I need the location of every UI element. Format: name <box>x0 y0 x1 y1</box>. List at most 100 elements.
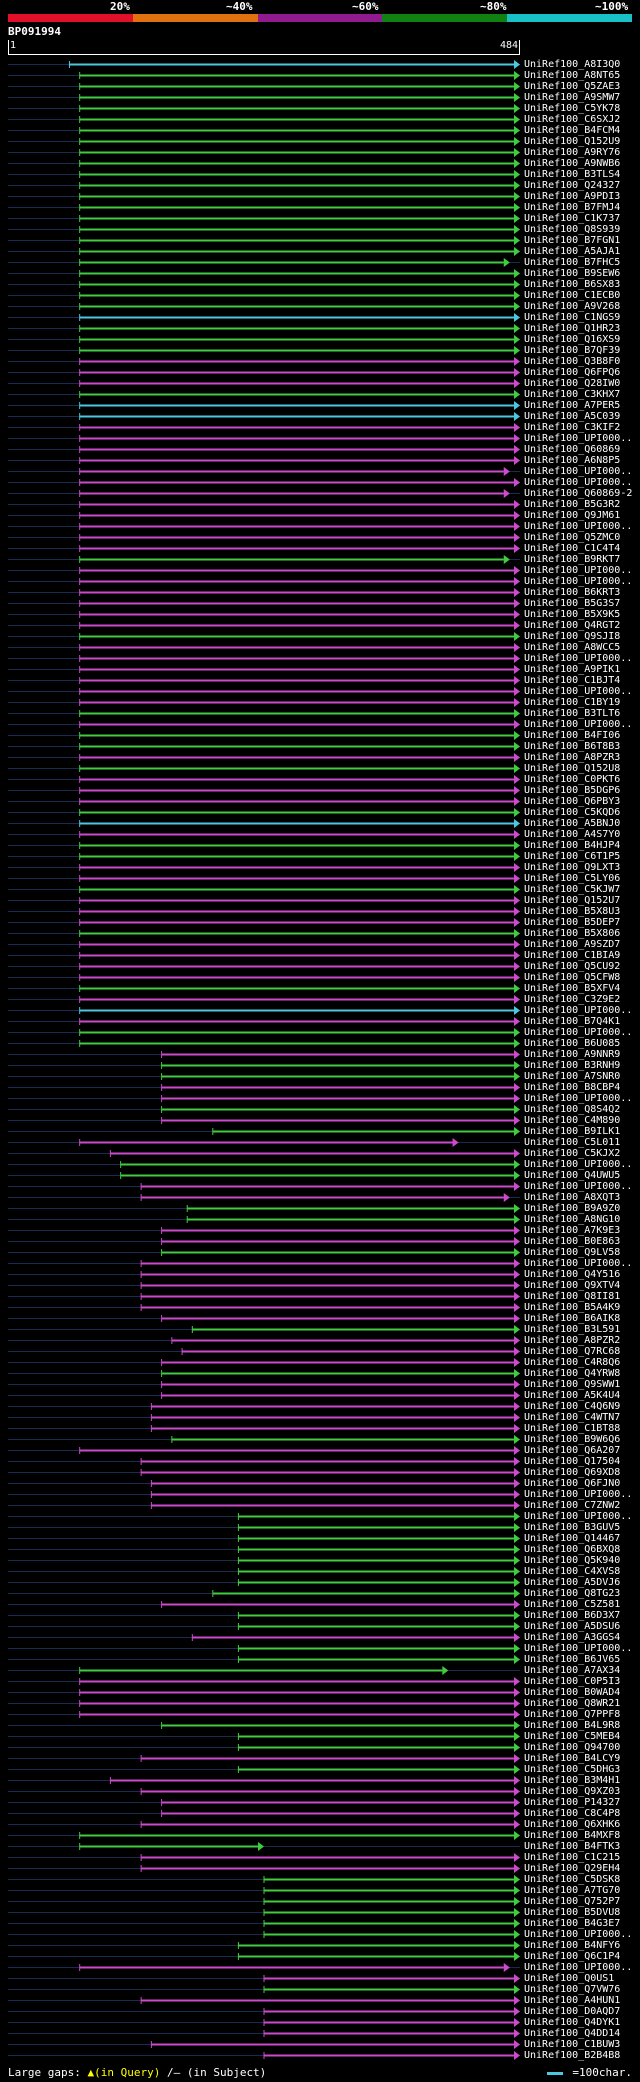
hit-row[interactable]: UniRef100_A8I3Q0 <box>0 59 640 70</box>
hit-row[interactable]: UniRef100_Q752P7 <box>0 1896 640 1907</box>
hit-accession[interactable]: UniRef100_A8PZR2 <box>524 1335 621 1346</box>
hit-accession[interactable]: UniRef100_B5X806 <box>524 928 621 939</box>
hit-accession[interactable]: UniRef100_A5K4U4 <box>524 1390 621 1401</box>
hit-row[interactable]: UniRef100_UPI000.. <box>0 433 640 444</box>
hit-row[interactable]: UniRef100_C3KIF2 <box>0 422 640 433</box>
hit-accession[interactable]: UniRef100_Q8WR21 <box>524 1698 621 1709</box>
hit-accession[interactable]: UniRef100_UPI000.. <box>524 1093 633 1104</box>
hit-accession[interactable]: UniRef100_B3TLS4 <box>524 169 621 180</box>
hit-row[interactable]: UniRef100_UPI000.. <box>0 477 640 488</box>
hit-row[interactable]: UniRef100_Q152U9 <box>0 136 640 147</box>
hit-accession[interactable]: UniRef100_UPI000.. <box>524 1643 633 1654</box>
hit-accession[interactable]: UniRef100_C4XVS8 <box>524 1566 621 1577</box>
hit-row[interactable]: UniRef100_B6KRT3 <box>0 587 640 598</box>
hit-accession[interactable]: UniRef100_A5DVJ6 <box>524 1577 621 1588</box>
hit-accession[interactable]: UniRef100_C1ECB0 <box>524 290 621 301</box>
hit-accession[interactable]: UniRef100_C1BT88 <box>524 1423 621 1434</box>
hit-row[interactable]: UniRef100_Q17504 <box>0 1456 640 1467</box>
hit-accession[interactable]: UniRef100_C1BY19 <box>524 697 621 708</box>
hit-accession[interactable]: UniRef100_B4FCM4 <box>524 125 621 136</box>
hit-row[interactable]: UniRef100_B6T8B3 <box>0 741 640 752</box>
hit-accession[interactable]: UniRef100_B9A9Z0 <box>524 1203 621 1214</box>
hit-accession[interactable]: UniRef100_Q24327 <box>524 180 621 191</box>
hit-accession[interactable]: UniRef100_Q6XHK6 <box>524 1819 621 1830</box>
hit-row[interactable]: UniRef100_UPI000.. <box>0 1643 640 1654</box>
hit-row[interactable]: UniRef100_C6SXJ2 <box>0 114 640 125</box>
hit-row[interactable]: UniRef100_Q4YRW8 <box>0 1368 640 1379</box>
hit-accession[interactable]: UniRef100_C4Q6N9 <box>524 1401 621 1412</box>
hit-accession[interactable]: UniRef100_Q14467 <box>524 1533 621 1544</box>
hit-row[interactable]: UniRef100_C1NGS9 <box>0 312 640 323</box>
hit-row[interactable]: UniRef100_C5YK78 <box>0 103 640 114</box>
hit-row[interactable]: UniRef100_Q8S4Q2 <box>0 1104 640 1115</box>
hit-accession[interactable]: UniRef100_B5A4K9 <box>524 1302 621 1313</box>
hit-row[interactable]: UniRef100_B9W6Q6 <box>0 1434 640 1445</box>
hit-accession[interactable]: UniRef100_B4LCY9 <box>524 1753 621 1764</box>
hit-row[interactable]: UniRef100_UPI000.. <box>0 1093 640 1104</box>
hit-row[interactable]: UniRef100_A8NG10 <box>0 1214 640 1225</box>
hit-accession[interactable]: UniRef100_UPI000.. <box>524 686 633 697</box>
hit-accession[interactable]: UniRef100_B7QF39 <box>524 345 621 356</box>
hit-row[interactable]: UniRef100_UPI000.. <box>0 1181 640 1192</box>
hit-accession[interactable]: UniRef100_A7PER5 <box>524 400 621 411</box>
hit-row[interactable]: UniRef100_C4XVS8 <box>0 1566 640 1577</box>
hit-accession[interactable]: UniRef100_B5DEP7 <box>524 917 621 928</box>
hit-row[interactable]: UniRef100_Q5K940 <box>0 1555 640 1566</box>
hit-row[interactable]: UniRef100_A8XQT3 <box>0 1192 640 1203</box>
hit-row[interactable]: UniRef100_Q6PBY3 <box>0 796 640 807</box>
hit-accession[interactable]: UniRef100_A9PIK1 <box>524 664 621 675</box>
hit-accession[interactable]: UniRef100_A8I3Q0 <box>524 59 621 70</box>
hit-row[interactable]: UniRef100_B7Q4K1 <box>0 1016 640 1027</box>
hit-accession[interactable]: UniRef100_UPI000.. <box>524 1027 633 1038</box>
hit-accession[interactable]: UniRef100_Q28IW0 <box>524 378 621 389</box>
hit-row[interactable]: UniRef100_Q0US1 <box>0 1973 640 1984</box>
hit-row[interactable]: UniRef100_C5LY06 <box>0 873 640 884</box>
hit-accession[interactable]: UniRef100_UPI000.. <box>524 1258 633 1269</box>
hit-accession[interactable]: UniRef100_Q17504 <box>524 1456 621 1467</box>
hit-accession[interactable]: UniRef100_Q60869-2 <box>524 488 633 499</box>
hit-row[interactable]: UniRef100_Q8II81 <box>0 1291 640 1302</box>
hit-row[interactable]: UniRef100_A7SNR0 <box>0 1071 640 1082</box>
hit-accession[interactable]: UniRef100_C1BUW3 <box>524 2039 621 2050</box>
hit-row[interactable]: UniRef100_C4Q6N9 <box>0 1401 640 1412</box>
hit-accession[interactable]: UniRef100_B4MXF8 <box>524 1830 621 1841</box>
hit-row[interactable]: UniRef100_C1BY19 <box>0 697 640 708</box>
hit-row[interactable]: UniRef100_B4FCM4 <box>0 125 640 136</box>
hit-accession[interactable]: UniRef100_Q4UWU5 <box>524 1170 621 1181</box>
hit-row[interactable]: UniRef100_B3L591 <box>0 1324 640 1335</box>
hit-accession[interactable]: UniRef100_A4S7Y0 <box>524 829 621 840</box>
hit-accession[interactable]: UniRef100_C5DHG3 <box>524 1764 621 1775</box>
hit-row[interactable]: UniRef100_Q6BXQ8 <box>0 1544 640 1555</box>
hit-row[interactable]: UniRef100_B5X9K5 <box>0 609 640 620</box>
hit-row[interactable]: UniRef100_B3RNH9 <box>0 1060 640 1071</box>
hit-row[interactable]: UniRef100_UPI000.. <box>0 1489 640 1500</box>
hit-accession[interactable]: UniRef100_B6KRT3 <box>524 587 621 598</box>
hit-row[interactable]: UniRef100_B9RKT7 <box>0 554 640 565</box>
hit-row[interactable]: UniRef100_B6JV65 <box>0 1654 640 1665</box>
hit-row[interactable]: UniRef100_C1C215 <box>0 1852 640 1863</box>
hit-row[interactable]: UniRef100_C1ECB0 <box>0 290 640 301</box>
hit-accession[interactable]: UniRef100_A5C039 <box>524 411 621 422</box>
hit-accession[interactable]: UniRef100_B3TLT6 <box>524 708 621 719</box>
hit-row[interactable]: UniRef100_UPI000.. <box>0 719 640 730</box>
hit-accession[interactable]: UniRef100_A5DSU6 <box>524 1621 621 1632</box>
hit-row[interactable]: UniRef100_C1BJT4 <box>0 675 640 686</box>
hit-row[interactable]: UniRef100_B4FI06 <box>0 730 640 741</box>
hit-row[interactable]: UniRef100_Q16XS9 <box>0 334 640 345</box>
hit-accession[interactable]: UniRef100_B7FHC5 <box>524 257 621 268</box>
hit-row[interactable]: UniRef100_Q94700 <box>0 1742 640 1753</box>
hit-row[interactable]: UniRef100_A8PZR2 <box>0 1335 640 1346</box>
hit-row[interactable]: UniRef100_Q24327 <box>0 180 640 191</box>
hit-accession[interactable]: UniRef100_C5Z581 <box>524 1599 621 1610</box>
hit-row[interactable]: UniRef100_A4S7Y0 <box>0 829 640 840</box>
hit-row[interactable]: UniRef100_Q69XD8 <box>0 1467 640 1478</box>
hit-row[interactable]: UniRef100_C5L011 <box>0 1137 640 1148</box>
hit-row[interactable]: UniRef100_Q60869 <box>0 444 640 455</box>
hit-row[interactable]: UniRef100_Q5CU92 <box>0 961 640 972</box>
hit-accession[interactable]: UniRef100_Q6C1P4 <box>524 1951 621 1962</box>
hit-row[interactable]: UniRef100_A9PIK1 <box>0 664 640 675</box>
hit-accession[interactable]: UniRef100_Q5ZAE3 <box>524 81 621 92</box>
hit-accession[interactable]: UniRef100_B4FTK3 <box>524 1841 621 1852</box>
hit-row[interactable]: UniRef100_A5DSU6 <box>0 1621 640 1632</box>
hit-row[interactable]: UniRef100_C5KJX2 <box>0 1148 640 1159</box>
